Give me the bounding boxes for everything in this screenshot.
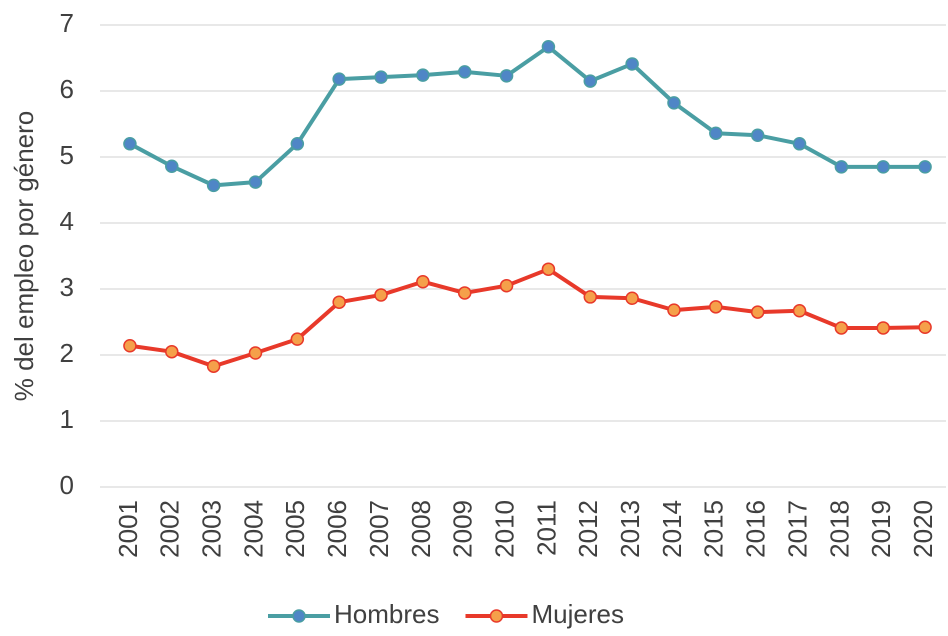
point <box>457 65 472 79</box>
x-tick-label: 2003 <box>197 500 227 558</box>
point <box>332 295 346 309</box>
x-tick-label: 2012 <box>573 500 603 558</box>
series-line <box>128 44 926 188</box>
x-tick-label: 2010 <box>489 500 519 558</box>
y-tick-label: 4 <box>60 206 74 236</box>
point <box>499 278 514 293</box>
y-tick-label: 7 <box>60 8 74 38</box>
x-tick-label: 2013 <box>615 500 645 558</box>
y-tick-label: 1 <box>60 404 74 434</box>
point <box>876 321 890 335</box>
legend-label: Hombres <box>334 599 439 629</box>
legend-marker <box>489 609 504 623</box>
legend-label: Mujeres <box>531 599 623 629</box>
legend-marker <box>292 609 306 623</box>
point <box>625 57 639 71</box>
point <box>583 74 598 88</box>
y-tick-label: 6 <box>60 74 74 104</box>
point <box>248 346 263 360</box>
point <box>834 160 849 174</box>
point <box>165 344 179 359</box>
x-tick-label: 2020 <box>908 500 938 558</box>
point <box>374 70 388 84</box>
point <box>709 300 723 314</box>
point <box>792 137 807 151</box>
point <box>457 286 472 300</box>
point <box>416 68 430 82</box>
x-tick-label: 2004 <box>238 500 268 558</box>
x-tick-label: 2017 <box>782 500 812 558</box>
point <box>123 137 137 151</box>
x-tick-label: 2015 <box>699 500 729 558</box>
point <box>834 321 849 335</box>
x-tick-label: 2019 <box>866 500 896 558</box>
point <box>165 159 179 173</box>
y-tick-label: 0 <box>60 470 74 500</box>
x-tick-label: 2005 <box>280 500 310 558</box>
point <box>374 288 388 302</box>
point <box>918 160 932 174</box>
x-tick-label: 2016 <box>741 500 771 558</box>
point <box>248 175 263 189</box>
point <box>206 359 221 373</box>
x-tick-label: 2009 <box>448 500 478 558</box>
x-tick-label: 2018 <box>824 500 854 558</box>
point <box>792 304 807 318</box>
x-tick-label: 2014 <box>657 500 687 558</box>
point <box>918 320 932 335</box>
y-tick-label: 5 <box>60 140 74 170</box>
point <box>499 69 514 83</box>
x-tick-label: 2001 <box>113 500 143 558</box>
point <box>416 274 430 289</box>
x-tick-label: 2011 <box>531 500 561 556</box>
point <box>667 303 681 317</box>
point <box>290 137 305 151</box>
point <box>332 72 346 86</box>
x-tick-label: 2002 <box>155 500 185 558</box>
x-tick-label: 2008 <box>406 500 436 558</box>
point <box>667 96 681 110</box>
point <box>583 290 598 304</box>
series-line <box>129 267 926 369</box>
x-tick-label: 2007 <box>364 500 394 558</box>
y-tick-label: 3 <box>60 272 74 302</box>
point <box>876 160 890 174</box>
y-tick-label: 2 <box>60 338 74 368</box>
x-tick-label: 2006 <box>322 500 352 558</box>
point <box>541 40 556 54</box>
point <box>709 126 723 140</box>
point <box>541 262 556 276</box>
point <box>290 332 305 346</box>
y-axis-label: % del empleo por género <box>9 111 39 402</box>
point <box>625 291 639 305</box>
point <box>750 305 765 319</box>
point <box>206 178 221 193</box>
point <box>750 128 765 142</box>
point <box>123 339 137 353</box>
